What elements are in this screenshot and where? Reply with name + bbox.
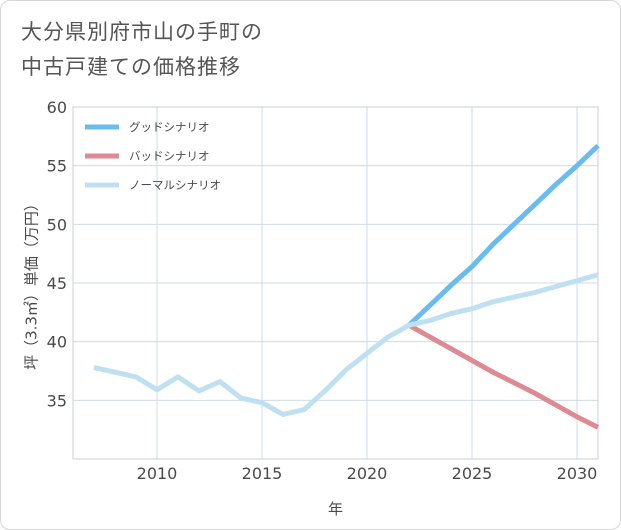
x-tick-label: 2020 bbox=[347, 464, 388, 483]
y-axis-label: 坪（3.3㎡）単価（万円） bbox=[23, 196, 41, 370]
legend-label-2: ノーマルシナリオ bbox=[129, 178, 221, 192]
x-tick-label: 2025 bbox=[452, 464, 493, 483]
legend-label-1: バッドシナリオ bbox=[129, 149, 210, 163]
chart-title-line-1: 大分県別府市山の手町の bbox=[21, 20, 263, 44]
x-tick-label: 2030 bbox=[557, 464, 598, 483]
series-layer bbox=[93, 143, 600, 430]
plot-frame bbox=[72, 106, 599, 460]
series-line-0 bbox=[407, 143, 600, 328]
y-tick-label: 50 bbox=[47, 215, 67, 234]
chart-title-line-2: 中古戸建ての価格推移 bbox=[21, 55, 241, 79]
x-axis-label: 年 bbox=[328, 500, 343, 518]
y-tick-label: 45 bbox=[47, 274, 67, 293]
series-line-1 bbox=[407, 323, 600, 430]
chart-title: 大分県別府市山の手町の 中古戸建ての価格推移 bbox=[21, 15, 263, 85]
y-tick-label: 40 bbox=[47, 333, 67, 352]
x-tick-label: 2015 bbox=[242, 464, 283, 483]
y-tick-labels: 35 40 45 50 55 60 bbox=[47, 98, 67, 410]
y-tick-label: 35 bbox=[47, 391, 67, 410]
y-tick-label: 55 bbox=[47, 157, 67, 176]
legend-label-0: グッドシナリオ bbox=[129, 120, 210, 134]
x-tick-label: 2010 bbox=[137, 464, 178, 483]
y-tick-label: 60 bbox=[47, 98, 67, 117]
series-line-2 bbox=[93, 272, 599, 417]
x-tick-labels: 2010 2015 2020 2025 2030 bbox=[137, 464, 598, 483]
